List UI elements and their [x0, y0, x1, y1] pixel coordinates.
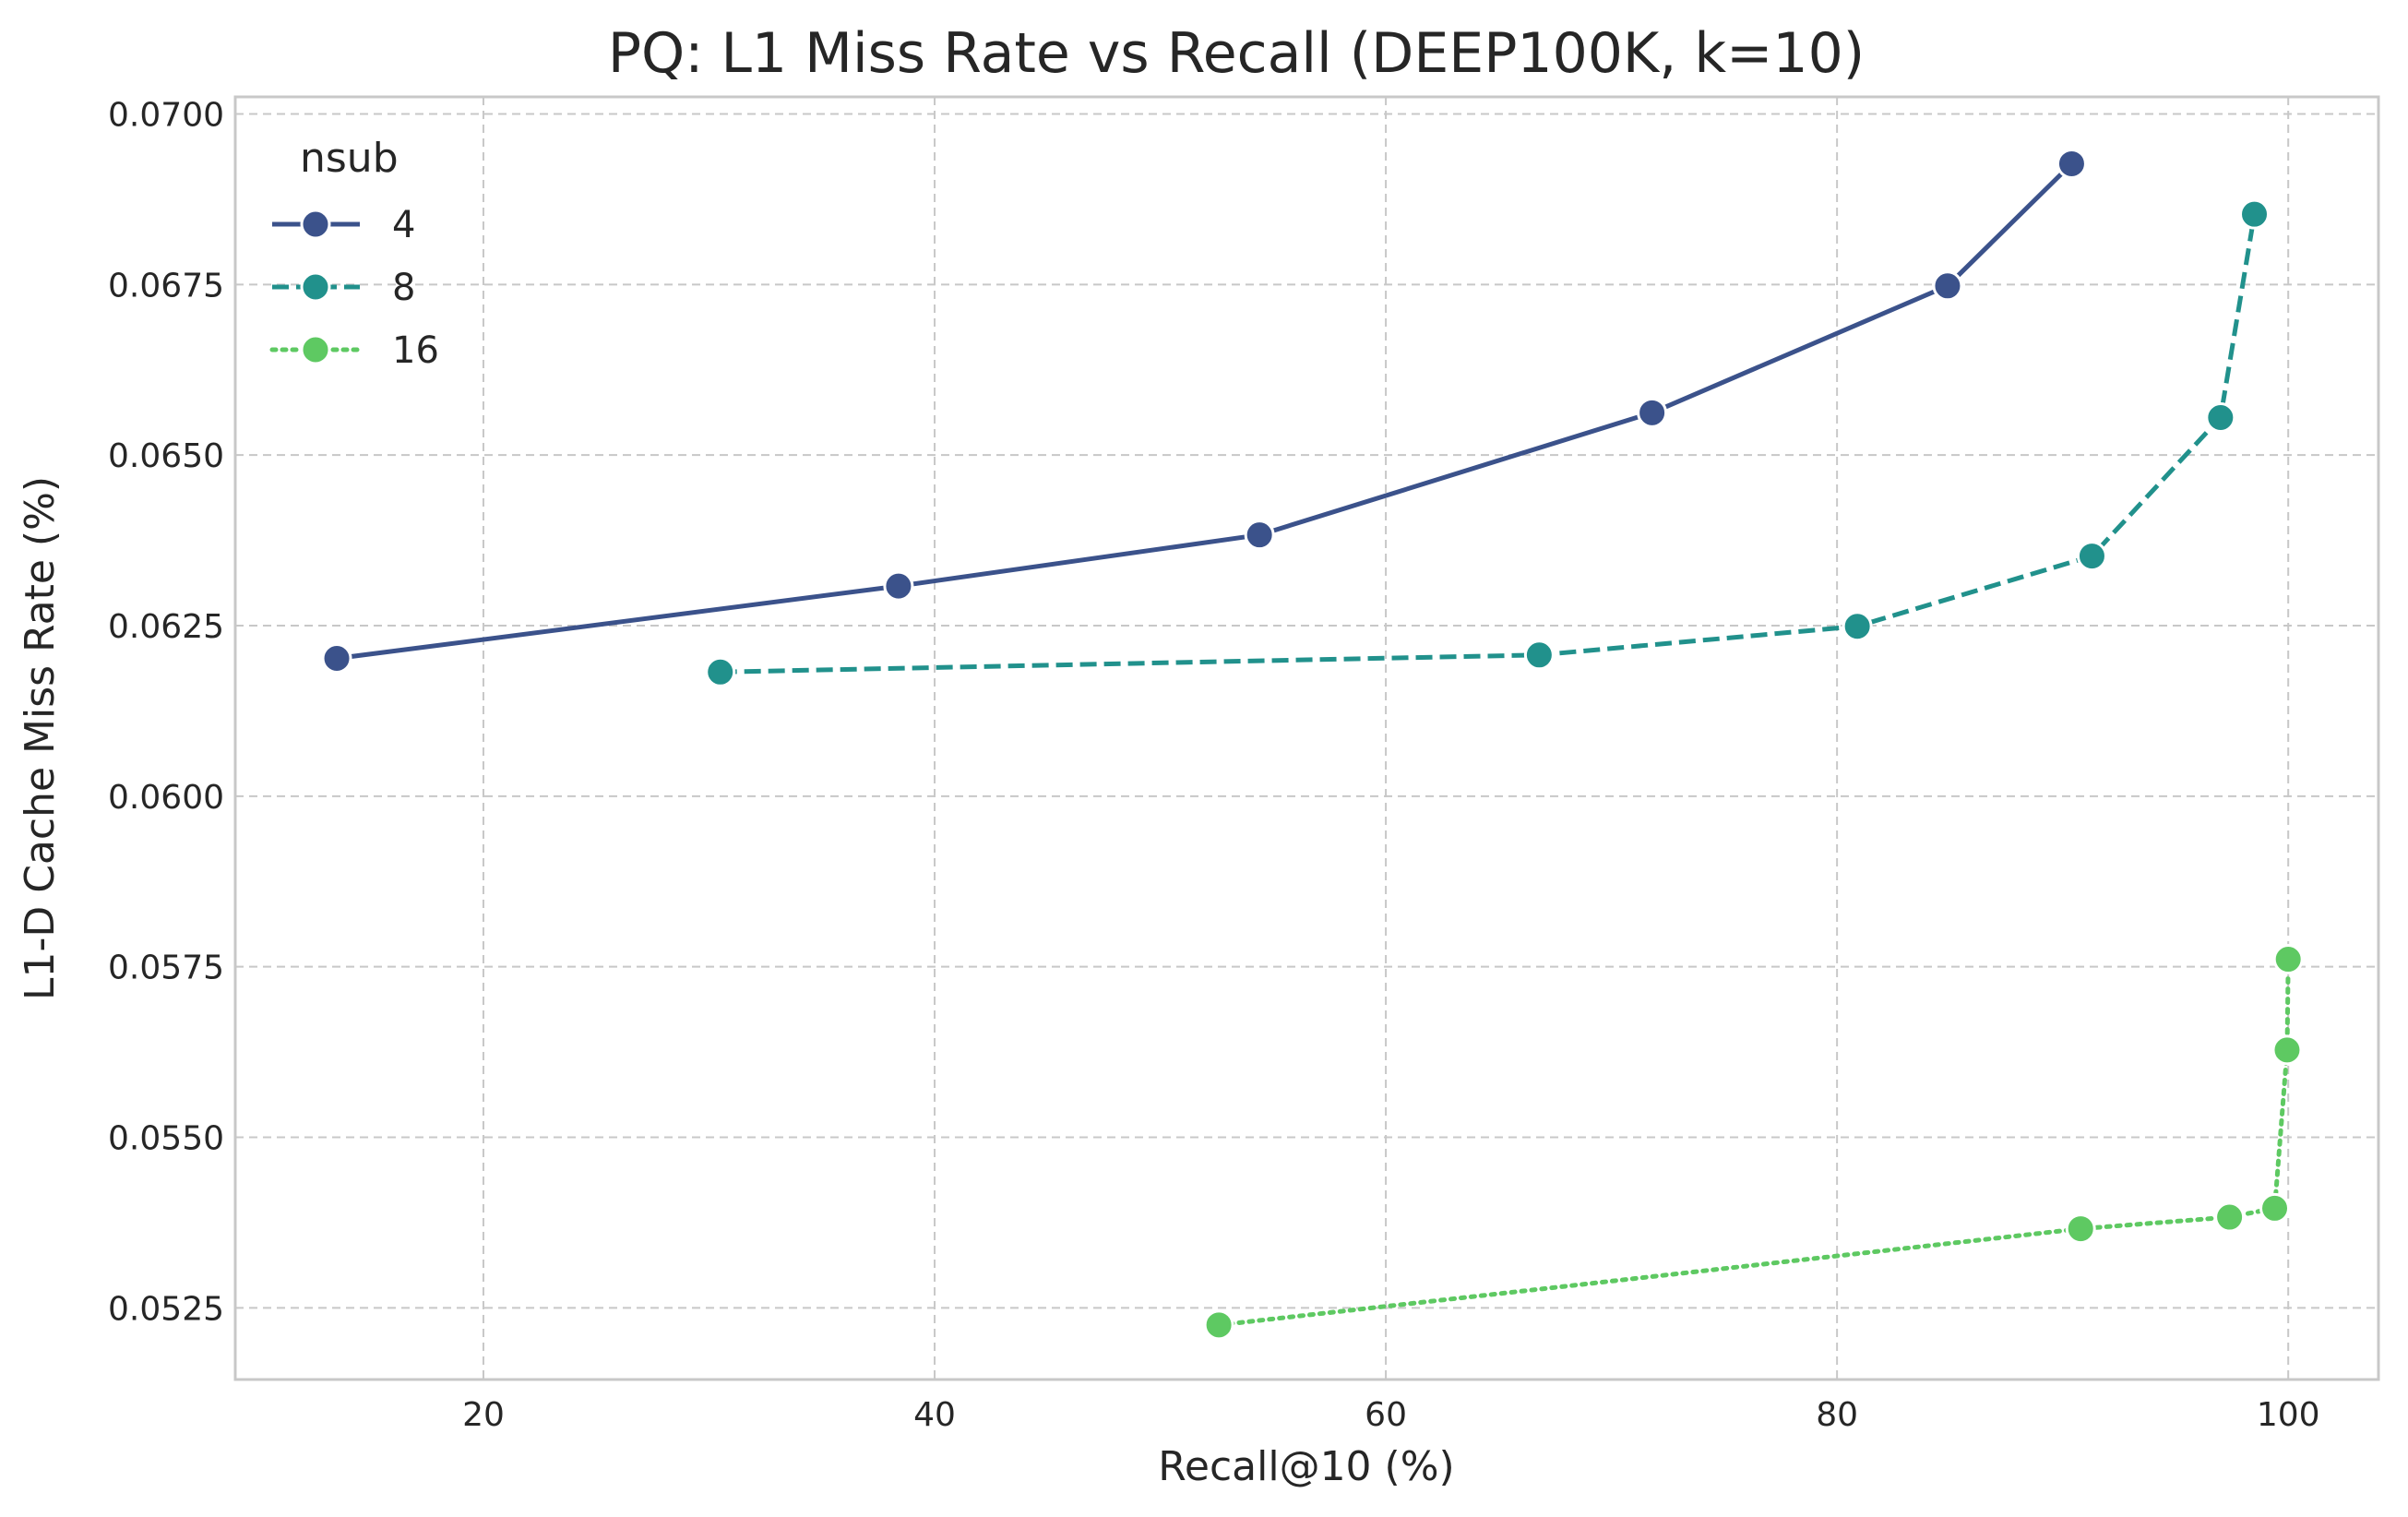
data-point	[1637, 397, 1668, 428]
data-point	[1523, 639, 1555, 671]
legend-label: 4	[392, 204, 415, 246]
data-point	[1842, 611, 1873, 642]
y-tick-label: 0.0700	[108, 96, 224, 134]
data-point	[2065, 1213, 2096, 1245]
legend-entries: 4 8 16	[269, 204, 439, 372]
series-16	[1203, 944, 2304, 1341]
series-layer	[321, 148, 2304, 1341]
data-point	[321, 642, 352, 674]
series-4	[321, 148, 2087, 674]
legend-marker	[300, 334, 331, 365]
x-tick-label: 80	[1816, 1396, 1858, 1434]
legend-entry: 8	[272, 267, 415, 309]
legend-label: 16	[392, 329, 439, 372]
series-8	[705, 198, 2271, 687]
data-point	[2214, 1201, 2246, 1233]
y-tick-label: 0.0575	[108, 950, 224, 987]
y-tick-label: 0.0550	[108, 1120, 224, 1158]
y-tick-label: 0.0650	[108, 437, 224, 475]
data-point	[2239, 198, 2271, 230]
legend: nsub 4 8 16	[269, 135, 439, 372]
y-axis-label: L1-D Cache Miss Rate (%)	[17, 476, 64, 1000]
legend-entry: 16	[269, 329, 439, 372]
legend-title: nsub	[300, 135, 399, 182]
series-line	[720, 213, 2257, 675]
legend-marker	[300, 209, 331, 240]
data-point	[1932, 270, 1963, 302]
data-point	[2056, 148, 2087, 179]
x-tick-label: 100	[2257, 1396, 2320, 1434]
plot-frame	[233, 95, 2380, 1381]
legend-label: 8	[392, 267, 415, 309]
data-point	[2076, 541, 2107, 572]
grid-lines	[235, 97, 2378, 1380]
y-tick-label: 0.0525	[108, 1290, 224, 1328]
y-tick-label: 0.0625	[108, 608, 224, 646]
y-tick-label: 0.0675	[108, 267, 224, 305]
legend-marker	[300, 271, 331, 303]
x-tick-label: 20	[462, 1396, 505, 1434]
chart-title: PQ: L1 Miss Rate vs Recall (DEEP100K, k=…	[608, 21, 1865, 86]
data-point	[2271, 1034, 2303, 1066]
data-point	[2205, 402, 2236, 433]
data-point	[1203, 1309, 1234, 1341]
y-tick-label: 0.0600	[108, 779, 224, 817]
data-point	[2259, 1192, 2291, 1224]
series-line	[336, 161, 2074, 661]
x-tick-label: 40	[913, 1396, 956, 1434]
data-point	[705, 656, 736, 687]
data-point	[883, 570, 914, 602]
x-tick-label: 60	[1365, 1396, 1407, 1434]
legend-entry: 4	[272, 204, 415, 246]
data-point	[2272, 944, 2304, 975]
x-axis-label: Recall@10 (%)	[1158, 1443, 1454, 1490]
data-point	[1244, 520, 1275, 551]
tick-labels: 20 40 60 80 100 0.0525 0.0550 0.0575 0.0600 0.062…	[108, 96, 2320, 1434]
